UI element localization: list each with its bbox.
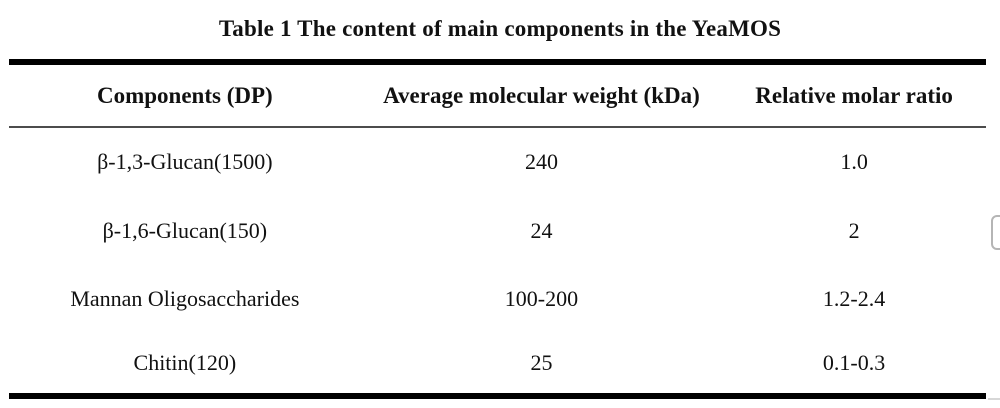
cell-component: β-1,3-Glucan(1500) — [97, 148, 273, 174]
cell-molar-ratio: 1.0 — [840, 148, 868, 174]
header-molar-ratio: Relative molar ratio — [755, 82, 953, 108]
top-rule — [9, 59, 986, 65]
cell-molecular-weight: 100-200 — [504, 286, 579, 312]
bottom-rule — [9, 393, 986, 399]
cell-molecular-weight: 25 — [530, 349, 553, 375]
cell-molecular-weight: 24 — [530, 217, 553, 243]
header-molecular-weight: Average molecular weight (kDa) — [383, 82, 700, 108]
cell-molar-ratio: 0.1-0.3 — [822, 349, 886, 375]
table-header-row: Components (DP) Average molecular weight… — [9, 65, 986, 126]
table-row: β-1,3-Glucan(1500) 240 1.0 — [9, 128, 986, 196]
clipped-ui-element[interactable] — [991, 215, 1000, 250]
cell-component: Mannan Oligosaccharides — [70, 286, 300, 312]
data-table: Components (DP) Average molecular weight… — [9, 59, 986, 399]
table-row: Chitin(120) 25 0.1-0.3 — [9, 333, 986, 393]
header-components: Components (DP) — [97, 82, 273, 108]
table-row: Mannan Oligosaccharides 100-200 1.2-2.4 — [9, 266, 986, 333]
clipped-line-fragment — [988, 398, 1000, 400]
cell-component: β-1,6-Glucan(150) — [102, 217, 268, 243]
cell-molar-ratio: 1.2-2.4 — [822, 286, 886, 312]
cell-molar-ratio: 2 — [848, 217, 860, 243]
table-caption: Table 1 The content of main components i… — [218, 16, 782, 41]
header-rule — [9, 126, 986, 128]
table-row: β-1,6-Glucan(150) 24 2 — [9, 196, 986, 266]
cell-component: Chitin(120) — [133, 349, 237, 375]
cell-molecular-weight: 240 — [524, 148, 558, 174]
